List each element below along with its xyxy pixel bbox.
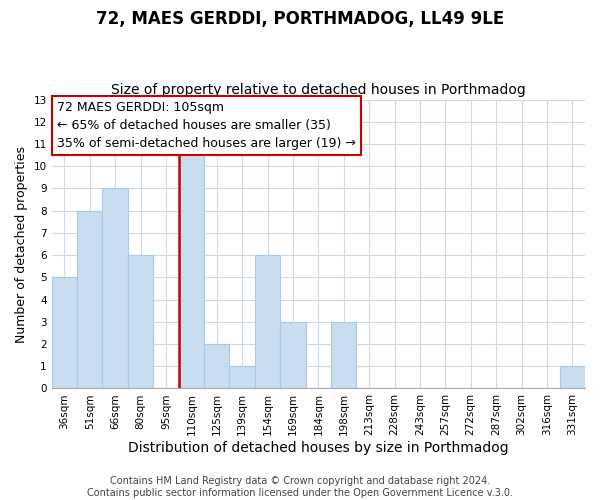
- Bar: [255, 255, 280, 388]
- Y-axis label: Number of detached properties: Number of detached properties: [15, 146, 28, 342]
- X-axis label: Distribution of detached houses by size in Porthmadog: Distribution of detached houses by size …: [128, 441, 509, 455]
- Text: 72, MAES GERDDI, PORTHMADOG, LL49 9LE: 72, MAES GERDDI, PORTHMADOG, LL49 9LE: [96, 10, 504, 28]
- Bar: [179, 144, 204, 388]
- Text: 72 MAES GERDDI: 105sqm
← 65% of detached houses are smaller (35)
35% of semi-det: 72 MAES GERDDI: 105sqm ← 65% of detached…: [57, 101, 356, 150]
- Bar: [52, 278, 77, 388]
- Bar: [77, 210, 103, 388]
- Bar: [128, 255, 153, 388]
- Bar: [331, 322, 356, 388]
- Bar: [204, 344, 229, 389]
- Bar: [560, 366, 585, 388]
- Bar: [229, 366, 255, 388]
- Text: Contains HM Land Registry data © Crown copyright and database right 2024.
Contai: Contains HM Land Registry data © Crown c…: [87, 476, 513, 498]
- Bar: [280, 322, 305, 388]
- Title: Size of property relative to detached houses in Porthmadog: Size of property relative to detached ho…: [111, 83, 526, 97]
- Bar: [103, 188, 128, 388]
